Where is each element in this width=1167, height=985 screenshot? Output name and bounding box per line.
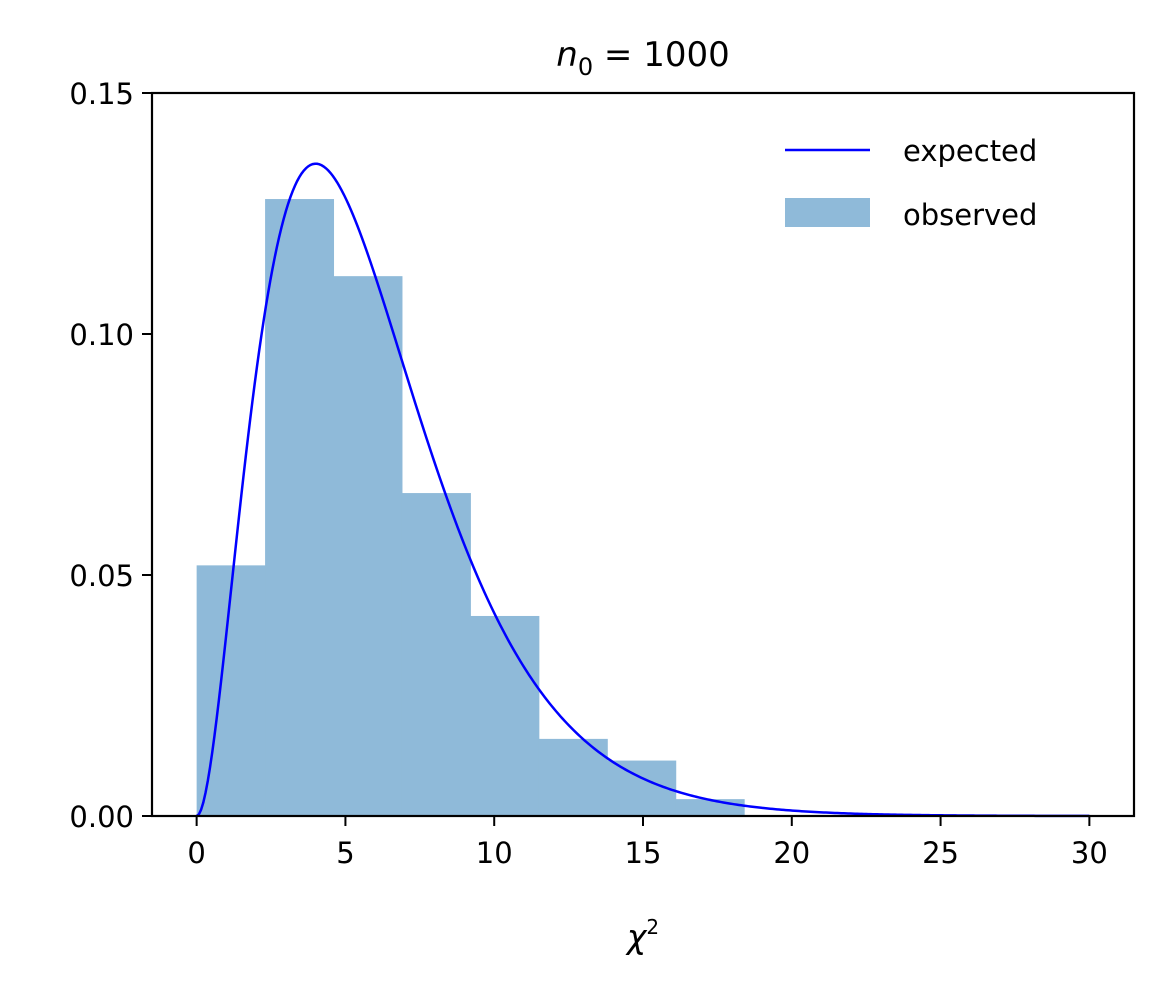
x-tick-label: 20 — [773, 836, 810, 870]
x-tick-label: 5 — [336, 836, 354, 870]
title-main: n — [556, 35, 578, 75]
legend-observed-swatch — [785, 198, 870, 227]
chart-title: n0 = 1000 — [556, 35, 729, 81]
histogram-bar — [265, 199, 335, 817]
x-tick-label: 30 — [1071, 836, 1108, 870]
histogram-bar — [333, 276, 403, 816]
x-tick-label: 25 — [922, 836, 959, 870]
histogram-bars — [196, 199, 745, 817]
title-rest: = 1000 — [593, 35, 730, 75]
x-axis-label: χ2 — [625, 915, 659, 956]
x-axis: 0 5 10 15 20 25 30 — [187, 816, 1108, 870]
xlabel-superscript: 2 — [646, 915, 659, 939]
legend: expected observed — [785, 134, 1037, 232]
legend-expected-label: expected — [903, 134, 1037, 168]
y-axis: 0.00 0.05 0.10 0.15 — [69, 77, 152, 834]
histogram-bar — [401, 493, 471, 816]
title-subscript: 0 — [578, 53, 593, 81]
y-tick-label: 0.15 — [69, 77, 134, 111]
y-tick-label: 0.05 — [69, 559, 134, 593]
y-tick-label: 0.00 — [69, 800, 134, 834]
legend-observed-label: observed — [903, 198, 1037, 232]
xlabel-main: χ — [625, 917, 648, 956]
x-tick-label: 10 — [476, 836, 513, 870]
y-tick-label: 0.10 — [69, 318, 134, 352]
x-tick-label: 0 — [187, 836, 205, 870]
histogram-bar — [470, 615, 540, 816]
x-tick-label: 15 — [625, 836, 662, 870]
histogram-bar — [538, 738, 608, 816]
histogram-bar — [675, 799, 745, 816]
